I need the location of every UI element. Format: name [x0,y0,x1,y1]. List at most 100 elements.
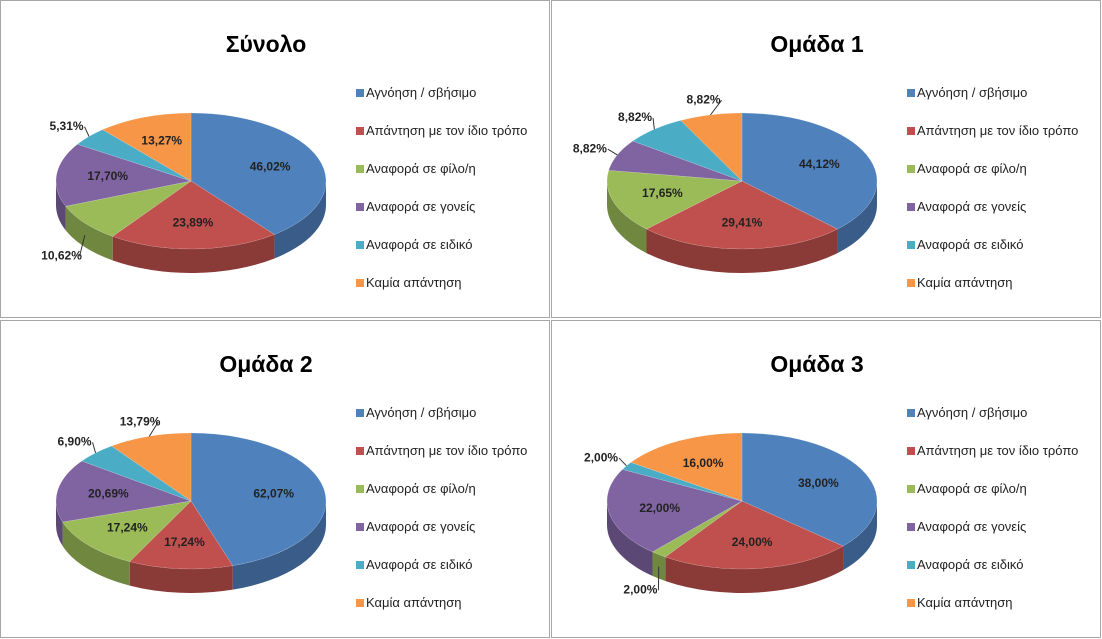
legend-swatch [907,485,915,493]
legend-label: Αναφορά σε φίλο/η [366,161,476,176]
slice [608,140,743,182]
legend-swatch [356,279,364,287]
slice-side [65,206,113,261]
data-label: 44,12% [799,157,840,171]
legend-item: Αναφορά σε φίλο/η [907,481,1092,496]
legend-item: Καμία απάντηση [907,595,1092,610]
slice [129,500,234,570]
legend-item: Αναφορά σε ειδικό [907,237,1092,252]
legend-item: Αναφορά σε ειδικό [907,557,1092,572]
legend-swatch [356,485,364,493]
legend-item: Αγνόηση / σβήσιμο [907,85,1092,100]
chart-title: Ομάδα 1 [770,31,864,57]
chart-panel: 46,02% 23,89% 10,62% 17,70% 5,31% 13,27% Σύνολ… [0,0,550,318]
chart-title: Σύνολο [225,31,307,57]
legend-label: Αναφορά σε ειδικό [917,557,1024,572]
legend-label: Αναφορά σε ειδικό [366,237,473,252]
leader-line [84,126,90,137]
data-label: 17,24% [164,535,205,549]
pie-chart: 46,02% 23,89% 10,62% 17,70% 5,31% 13,27% [41,112,327,273]
legend-swatch [907,447,915,455]
chart-panel: 38,00% 24,00% 2,00% 22,00% 2,00% 16,00% Ομάδα … [551,320,1101,638]
legend-swatch [356,447,364,455]
legend-swatch [907,127,915,135]
slice-side [56,181,66,231]
slice-side [665,546,844,593]
slice [190,112,327,235]
slice-side [112,234,275,273]
chart-panel: 44,12% 29,41% 17,65% 8,82% 8,82% 8,82% Ομάδα 1… [551,0,1101,318]
legend-label: Αναφορά σε ειδικό [917,237,1024,252]
slice-side [646,229,838,273]
legend-label: Καμία απάντηση [917,275,1013,290]
data-label: 17,65% [642,186,683,200]
legend-label: Αναφορά σε φίλο/η [917,161,1027,176]
legend-label: Αναφορά σε γονείς [917,519,1027,534]
slice-side [843,501,877,571]
legend-item: Απάντηση με τον ίδιο τρόπο [356,443,541,458]
legend-item: Αναφορά σε γονείς [907,519,1092,534]
slice-side [652,551,666,581]
legend-item: Απάντηση με τον ίδιο τρόπο [907,443,1092,458]
slice [76,129,192,182]
data-label: 17,70% [87,169,128,183]
legend-label: Απάντηση με τον ίδιο τρόπο [366,443,528,458]
slice [621,462,743,502]
legend-label: Καμία απάντηση [917,595,1013,610]
legend-label: Αναφορά σε γονείς [917,199,1027,214]
legend-swatch [907,165,915,173]
leader-line [618,457,627,467]
legend-item: Αναφορά σε φίλο/η [907,161,1092,176]
slice [606,469,743,553]
slice [651,500,743,558]
legend-label: Αγνόηση / σβήσιμο [366,85,477,100]
leader-line [652,117,655,130]
legend-item: Αγνόηση / σβήσιμο [356,405,541,420]
legend-item: Αναφορά σε φίλο/η [356,481,541,496]
legend-swatch [356,523,364,531]
pie-chart: 38,00% 24,00% 2,00% 22,00% 2,00% 16,00% [584,432,878,596]
slice [55,460,192,523]
legend-item: Αναφορά σε γονείς [356,519,541,534]
slice [111,432,192,502]
data-label: 24,00% [732,535,773,549]
data-label: 8,82% [618,110,652,124]
slice [630,432,743,502]
legend-swatch [907,523,915,531]
data-label: 22,00% [639,501,680,515]
legend-label: Καμία απάντηση [366,275,462,290]
slice-side [56,501,63,547]
legend-item: Απάντηση με τον ίδιο τρόπο [907,123,1092,138]
leader-line [148,421,159,437]
pie-chart: 62,07% 17,24% 17,24% 20,69% 6,90% 13,79% [55,414,327,593]
leader-line [710,100,722,116]
slice-side [837,181,877,254]
slice-side [62,522,130,586]
legend-item: Αγνόηση / σβήσιμο [356,85,541,100]
legend-swatch [907,561,915,569]
chart-title: Ομάδα 3 [770,351,864,377]
legend-swatch [907,409,915,417]
data-label: 8,82% [573,141,607,155]
legend-label: Αναφορά σε γονείς [366,519,476,534]
data-label: 6,90% [58,435,92,449]
slice [102,112,192,182]
legend-swatch [356,409,364,417]
slice-side [607,501,653,576]
slice [632,120,743,182]
legend-label: Απάντηση με τον ίδιο τρόπο [917,443,1079,458]
legend-swatch [907,241,915,249]
legend-item: Καμία απάντηση [907,275,1092,290]
leader-line [92,442,97,454]
slice-side [129,561,233,593]
legend-label: Αγνόηση / σβήσιμο [366,405,477,420]
legend-item: Αναφορά σε ειδικό [356,237,541,252]
data-label: 17,24% [107,521,148,535]
legend-label: Αναφορά σε φίλο/η [366,481,476,496]
legend-swatch [356,241,364,249]
legend-item: Αναφορά σε γονείς [907,199,1092,214]
legend-label: Αγνόηση / σβήσιμο [917,85,1028,100]
chart-title: Ομάδα 2 [219,351,313,377]
slice [680,112,743,182]
legend-swatch [907,203,915,211]
